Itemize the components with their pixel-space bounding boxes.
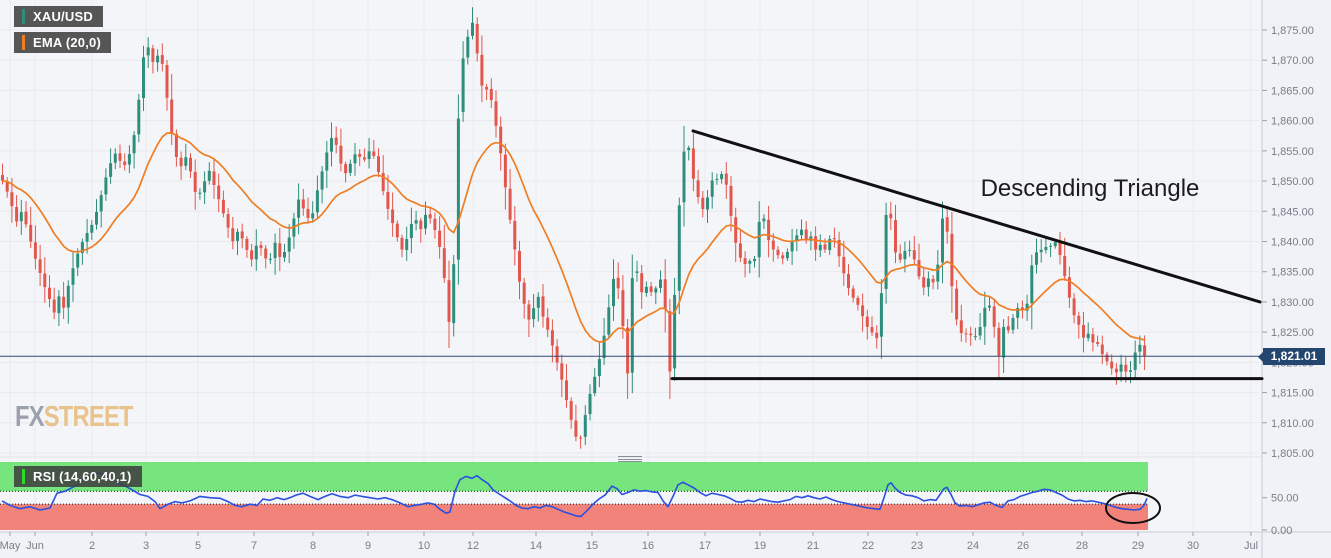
svg-text:1,855.00: 1,855.00 <box>1271 146 1314 158</box>
svg-text:1,810.00: 1,810.00 <box>1271 418 1314 430</box>
svg-text:2: 2 <box>89 540 95 552</box>
svg-text:8: 8 <box>310 540 316 552</box>
svg-text:28: 28 <box>1076 540 1088 552</box>
svg-text:50.00: 50.00 <box>1271 493 1299 505</box>
svg-text:1,805.00: 1,805.00 <box>1271 448 1314 460</box>
rsi-label: RSI (14,60,40,1) <box>33 469 132 484</box>
rsi-line-layer <box>1 472 1148 518</box>
svg-text:1,875.00: 1,875.00 <box>1271 25 1314 37</box>
svg-text:1,840.00: 1,840.00 <box>1271 237 1314 249</box>
svg-text:May: May <box>0 540 21 552</box>
svg-text:1,850.00: 1,850.00 <box>1271 176 1314 188</box>
svg-text:22: 22 <box>862 540 874 552</box>
svg-text:1,815.00: 1,815.00 <box>1271 388 1314 400</box>
svg-text:15: 15 <box>586 540 598 552</box>
svg-text:21: 21 <box>807 540 819 552</box>
svg-text:12: 12 <box>467 540 479 552</box>
ema-line <box>2 132 1145 343</box>
svg-text:29: 29 <box>1132 540 1144 552</box>
pattern-annotation-text: Descending Triangle <box>980 175 1200 202</box>
trendline-annotations[interactable] <box>670 129 1264 381</box>
grid-layer <box>0 29 1259 454</box>
svg-text:1,865.00: 1,865.00 <box>1271 85 1314 97</box>
rsi-color-stripe <box>22 469 25 484</box>
symbol-color-stripe <box>22 9 25 24</box>
svg-text:1,860.00: 1,860.00 <box>1271 116 1314 128</box>
rsi-legend-badge[interactable]: RSI (14,60,40,1) <box>14 466 142 487</box>
pane-resize-handle[interactable] <box>618 456 642 462</box>
time-axis[interactable]: May Jun 2 3 5 7 8 9 10 12 14 15 16 17 19 21 22 23 24 26 28 29… <box>0 532 1258 552</box>
svg-text:30: 30 <box>1187 540 1199 552</box>
symbol-label: XAU/USD <box>33 9 93 24</box>
ema-legend-badge[interactable]: EMA (20,0) <box>14 32 111 53</box>
candles-layer <box>1 7 1147 449</box>
svg-text:Jun: Jun <box>26 540 44 552</box>
svg-text:19: 19 <box>754 540 766 552</box>
ema-label: EMA (20,0) <box>33 35 101 50</box>
svg-text:1,835.00: 1,835.00 <box>1271 267 1314 279</box>
rsi-bands-layer <box>0 462 1148 530</box>
svg-text:16: 16 <box>642 540 654 552</box>
svg-text:24: 24 <box>967 540 979 552</box>
svg-text:14: 14 <box>530 540 542 552</box>
svg-text:10: 10 <box>418 540 430 552</box>
svg-text:23: 23 <box>911 540 923 552</box>
last-price-axis-label: 1,821.01 <box>1258 348 1325 365</box>
rsi-circle-annotation[interactable] <box>1105 492 1161 525</box>
price-axis[interactable]: 1,875.00 1,870.00 1,865.00 1,860.00 1,855.00… <box>1262 25 1314 537</box>
svg-text:3: 3 <box>143 540 149 552</box>
ema-color-stripe <box>22 35 25 50</box>
svg-text:1,845.00: 1,845.00 <box>1271 206 1314 218</box>
svg-text:7: 7 <box>251 540 257 552</box>
svg-text:5: 5 <box>195 540 201 552</box>
symbol-legend-badge[interactable]: XAU/USD <box>14 6 103 27</box>
svg-text:Jul: Jul <box>1244 540 1258 552</box>
svg-text:9: 9 <box>365 540 371 552</box>
svg-text:1,870.00: 1,870.00 <box>1271 55 1314 67</box>
svg-text:17: 17 <box>699 540 711 552</box>
svg-text:1,825.00: 1,825.00 <box>1271 327 1314 339</box>
svg-text:0.00: 0.00 <box>1271 525 1292 537</box>
svg-text:26: 26 <box>1017 540 1029 552</box>
fxstreet-logo: FXSTREET <box>15 401 133 433</box>
svg-text:1,830.00: 1,830.00 <box>1271 297 1314 309</box>
